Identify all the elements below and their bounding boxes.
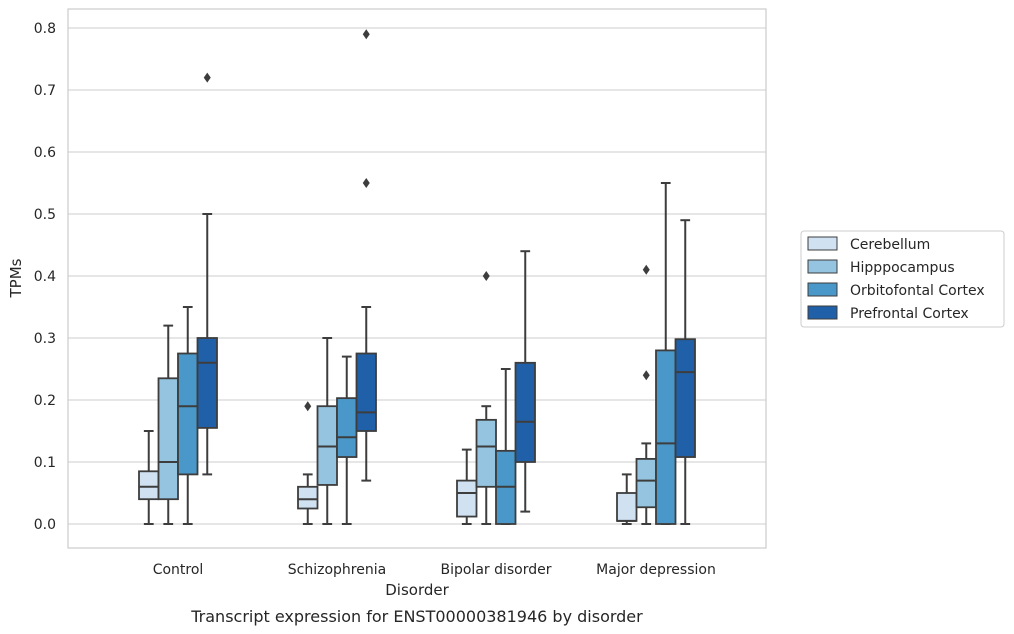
y-tick-label: 0.5 — [34, 207, 56, 223]
y-tick-label: 0.4 — [34, 269, 56, 285]
x-tick-label: Major depression — [596, 562, 716, 578]
x-tick-label: Schizophrenia — [288, 562, 386, 578]
legend-label: Prefrontal Cortex — [850, 306, 969, 322]
y-axis-title: TPMs — [7, 258, 25, 298]
chart-caption: Transcript expression for ENST0000038194… — [190, 607, 643, 626]
box-prefrontal-cortex — [514, 250, 536, 513]
box-hipppocampus — [475, 271, 497, 525]
box-iqr — [297, 485, 319, 510]
outlier-point — [642, 370, 650, 381]
x-tick-label: Control — [153, 562, 204, 578]
legend-label: Hipppocampus — [850, 260, 955, 276]
box-hipppocampus — [157, 324, 179, 525]
box-cerebellum — [138, 430, 160, 525]
box-orbitofontal-cortex — [336, 355, 358, 525]
box-cerebellum — [297, 401, 319, 525]
legend-swatch — [807, 282, 838, 297]
outlier-point — [203, 72, 211, 83]
legend-swatch — [807, 259, 838, 274]
x-axis-title: Disorder — [385, 581, 449, 599]
outlier-point — [304, 401, 312, 412]
y-tick-label: 0.1 — [34, 455, 56, 471]
box-iqr — [616, 492, 638, 522]
box-orbitofontal-cortex — [655, 182, 677, 525]
box-iqr — [196, 337, 218, 429]
y-tick-label: 0.6 — [34, 145, 56, 161]
box-prefrontal-cortex — [355, 29, 377, 482]
outlier-point — [362, 29, 370, 40]
legend-frame — [800, 230, 1005, 328]
box-cerebellum — [616, 473, 638, 525]
y-tick-label: 0.3 — [34, 331, 56, 347]
legend-swatch — [807, 236, 838, 251]
legend: Cerebellum Hipppocampus Orbitofontal Corte… — [800, 230, 1005, 328]
y-tick-label: 0.8 — [34, 21, 56, 37]
box-iqr — [157, 377, 179, 501]
y-tick-label: 0.7 — [34, 83, 56, 99]
box-iqr — [355, 352, 377, 432]
box-prefrontal-cortex — [674, 219, 696, 525]
legend-label: Orbitofontal Cortex — [850, 283, 985, 299]
box-hipppocampus — [316, 337, 338, 525]
box-iqr — [674, 338, 696, 458]
box-iqr — [177, 352, 199, 476]
box-iqr — [336, 397, 358, 458]
boxes — [138, 29, 696, 525]
box-hipppocampus — [635, 264, 657, 525]
box-orbitofontal-cortex — [495, 368, 517, 525]
box-iqr — [635, 457, 657, 509]
x-tick-label: Bipolar disorder — [440, 562, 551, 578]
legend-label: Cerebellum — [850, 237, 930, 253]
box-iqr — [514, 361, 536, 463]
box-iqr — [138, 470, 160, 501]
plot-frame — [67, 8, 767, 549]
box-orbitofontal-cortex — [177, 306, 199, 525]
x-tick-labels: Control Schizophrenia Bipolar disorder Majo… — [153, 562, 716, 578]
y-tick-labels: 0.0 0.1 0.2 0.3 0.4 0.5 0.6 0.7 0.8 — [34, 21, 56, 533]
legend-swatch — [807, 305, 838, 320]
y-tick-label: 0.0 — [34, 517, 56, 533]
box-iqr — [475, 418, 497, 488]
box-cerebellum — [456, 448, 478, 525]
box-prefrontal-cortex — [196, 72, 218, 476]
y-tick-label: 0.2 — [34, 393, 56, 409]
outlier-point — [362, 178, 370, 188]
box-iqr — [655, 349, 677, 525]
outlier-point — [642, 264, 650, 275]
outlier-point — [482, 271, 490, 281]
box-iqr — [456, 479, 478, 518]
